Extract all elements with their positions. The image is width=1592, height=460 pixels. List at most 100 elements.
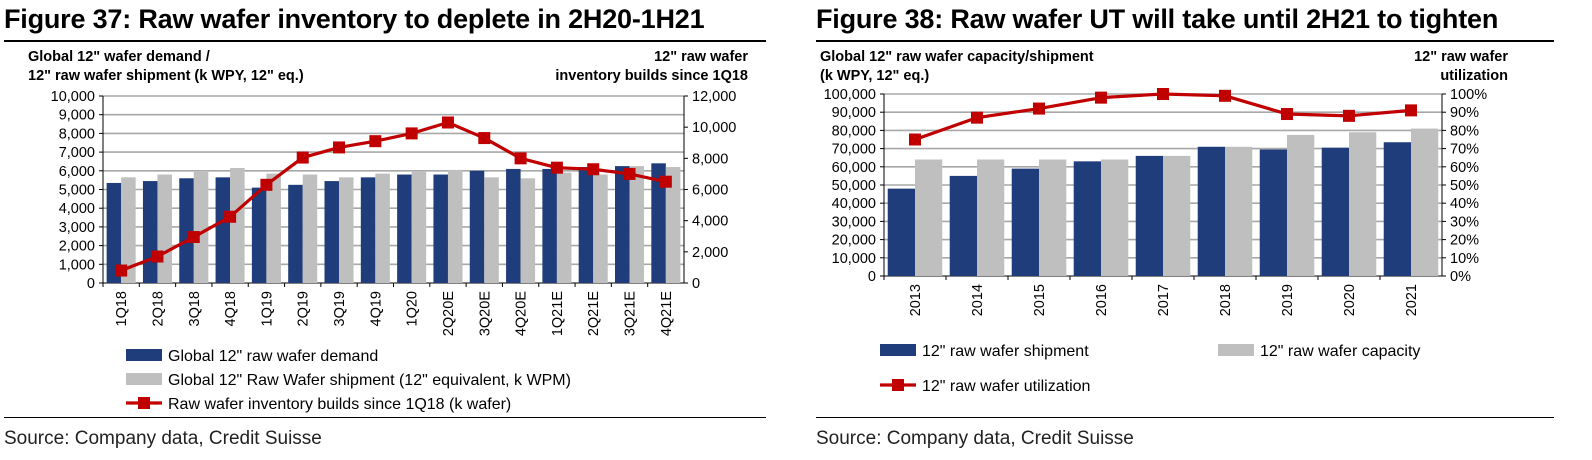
bar-primary (1135, 155, 1163, 276)
line-marker (587, 163, 600, 176)
legend-label: Raw wafer inventory builds since 1Q18 (k… (168, 396, 511, 413)
x-category-label: 4Q21E (659, 291, 675, 336)
bar-secondary (1411, 128, 1439, 276)
y-left-tick-label: 50,000 (832, 178, 876, 194)
y-right-tick-label: 10,000 (692, 120, 736, 136)
y-right-tick-label: 0% (1450, 269, 1471, 285)
legend-swatch (1218, 344, 1254, 356)
bar-secondary (520, 178, 536, 283)
y-right-tick-label: 4,000 (692, 214, 728, 230)
bar-secondary (447, 169, 463, 283)
line-marker (260, 178, 273, 191)
bar-primary (887, 188, 915, 276)
right-axis-label-line2: inventory builds since 1Q18 (555, 68, 748, 84)
line-marker (909, 133, 921, 146)
legend-swatch (126, 373, 162, 385)
figure-38-bottom-rule (816, 417, 1554, 418)
figure-37-chart: 0 1,000 2,000 3,000 4,000 5,000 6,000 7,000 8,00… (51, 89, 737, 413)
bar-primary (506, 168, 521, 283)
line-marker (1343, 109, 1355, 122)
legend-label: Global 12" raw wafer demand (168, 348, 378, 365)
bar-primary (1073, 161, 1101, 276)
figure-37-right-axis-label: 12" raw wafer inventory builds since 1Q1… (555, 48, 748, 86)
y-left-tick-label: 0 (868, 269, 876, 285)
x-category-label: 3Q19 (332, 291, 348, 326)
bar-primary (433, 174, 448, 283)
line-marker (971, 111, 983, 124)
y-left-tick-label: 5,000 (59, 183, 95, 199)
x-category-label: 2020 (1342, 284, 1358, 316)
bar-primary (542, 168, 557, 283)
y-right-tick-label: 40% (1450, 196, 1479, 212)
y-right-tick-label: 2,000 (692, 245, 728, 261)
line-marker (623, 167, 636, 180)
figure-38-title: Figure 38: Raw wafer UT will take until … (816, 4, 1499, 34)
x-category-label: 2Q21E (586, 291, 602, 336)
bar-secondary (556, 172, 572, 283)
x-category-label: 3Q20E (477, 291, 493, 336)
bar-primary (651, 163, 666, 283)
x-category-label: 2016 (1094, 284, 1110, 316)
bar-secondary (411, 171, 427, 283)
line-marker (659, 175, 672, 188)
bar-secondary (1225, 146, 1253, 276)
line-marker (1405, 104, 1417, 117)
figure-37-bottom-rule (4, 417, 766, 418)
line-marker (187, 231, 200, 244)
right-axis-label-line1: 12" raw wafer (1414, 49, 1508, 65)
y-right-tick-label: 60% (1450, 160, 1479, 176)
y-left-tick-label: 2,000 (59, 239, 95, 255)
x-category-label: 3Q18 (187, 291, 203, 326)
left-axis-label-line1: Global 12" wafer demand / (28, 49, 210, 65)
figure-38-chart: 0 10,000 20,000 30,000 40,000 50,000 60,000 70,… (824, 87, 1488, 395)
y-left-tick-label: 30,000 (832, 214, 876, 230)
line-marker (151, 250, 164, 263)
y-left-tick-label: 70,000 (832, 142, 876, 158)
bar-secondary (1101, 159, 1129, 276)
line-series (914, 92, 1412, 142)
y-left-tick-label: 1,000 (59, 257, 95, 273)
bar-secondary (230, 167, 245, 283)
x-category-label: 2019 (1280, 284, 1296, 316)
bar-secondary (193, 170, 209, 283)
y-right-tick-label: 30% (1450, 214, 1479, 230)
y-left-tick-label: 60,000 (832, 160, 876, 176)
y-left-tick-label: 10,000 (51, 89, 95, 105)
bar-primary (1259, 149, 1287, 276)
left-axis-label-line2: 12" raw wafer shipment (k WPY, 12" eq.) (28, 68, 304, 84)
legend-label: 12" raw wafer capacity (1260, 343, 1420, 360)
figure-37-top-rule (4, 40, 766, 42)
bar-secondary (1287, 134, 1315, 276)
y-right-tick-label: 6,000 (692, 183, 728, 199)
bar-secondary (1349, 132, 1377, 276)
y-left-tick-label: 7,000 (59, 145, 95, 161)
figure-37-title: Figure 37: Raw wafer inventory to deplet… (4, 4, 705, 34)
legend-label: Global 12" Raw Wafer shipment (12" equiv… (168, 372, 571, 389)
x-category-label: 1Q21E (550, 291, 566, 336)
line-marker (441, 116, 454, 129)
bar-primary (1197, 146, 1225, 276)
y-left-tick-label: 100,000 (824, 87, 876, 103)
y-left-tick-label: 80,000 (832, 123, 876, 139)
bar-secondary (302, 174, 318, 283)
bar-secondary (157, 174, 172, 283)
line-marker (1157, 88, 1169, 100)
bar-primary (615, 166, 630, 283)
bar-secondary (915, 159, 943, 276)
y-right-tick-label: 100% (1450, 87, 1487, 103)
x-category-label: 2Q19 (296, 291, 312, 326)
line-series (120, 120, 667, 273)
y-right-tick-label: 20% (1450, 233, 1479, 249)
bar-secondary (629, 166, 645, 283)
y-left-tick-label: 3,000 (59, 220, 95, 236)
y-left-tick-label: 8,000 (59, 126, 95, 142)
y-left-tick-label: 0 (87, 276, 95, 292)
bar-secondary (339, 177, 354, 283)
line-marker (224, 210, 237, 223)
y-right-tick-label: 50% (1450, 178, 1479, 194)
y-right-tick-label: 70% (1450, 142, 1479, 158)
y-right-tick-label: 0 (692, 276, 700, 292)
bar-primary (142, 181, 158, 283)
bar-secondary (484, 177, 499, 283)
figure-37-source: Source: Company data, Credit Suisse (4, 428, 322, 449)
